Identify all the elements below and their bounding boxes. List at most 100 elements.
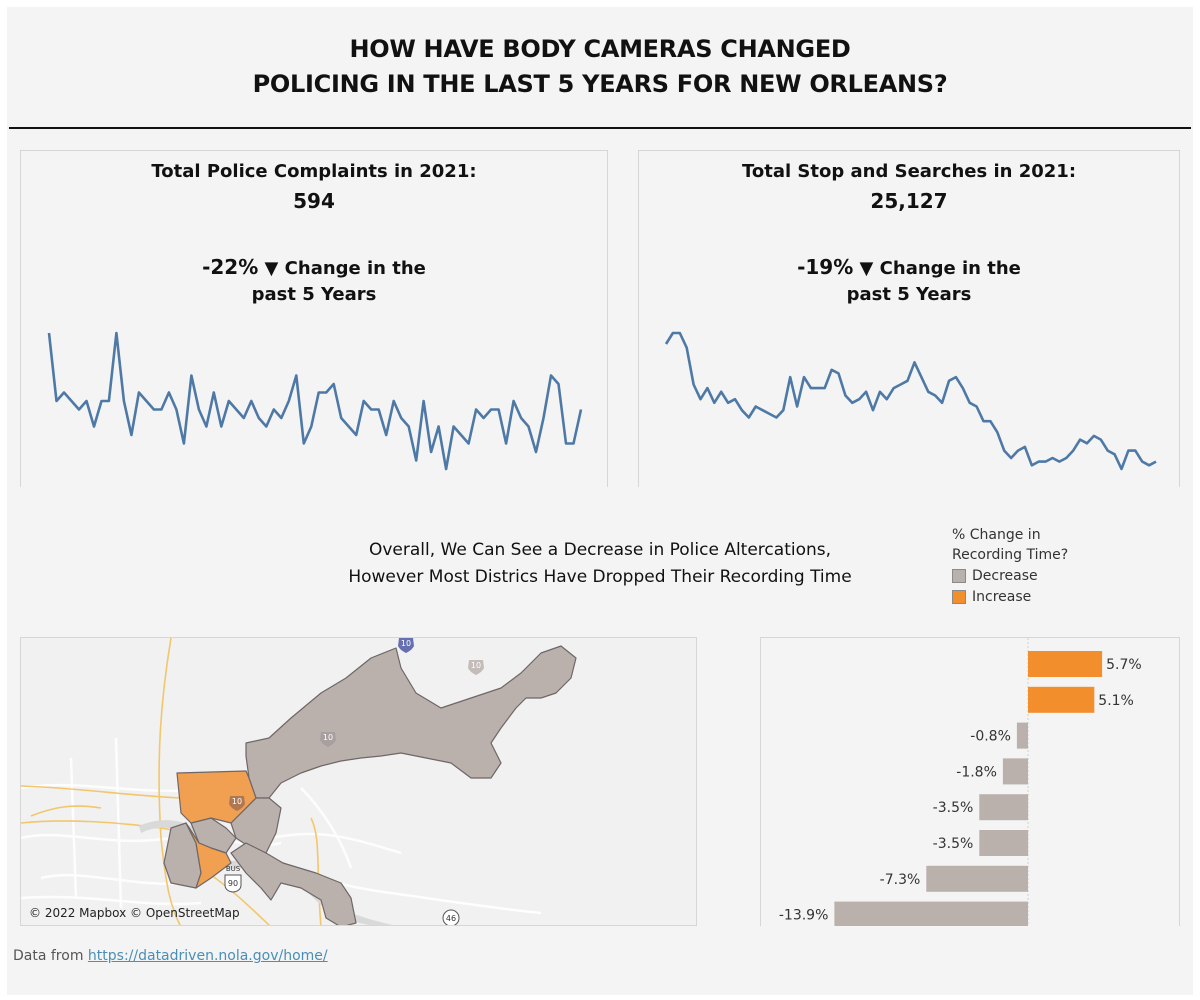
- stops-sparkline-point[interactable]: [1112, 451, 1118, 457]
- stops-sparkline-point[interactable]: [939, 400, 945, 406]
- stops-sparkline-point[interactable]: [739, 407, 745, 413]
- stops-sparkline-point[interactable]: [891, 385, 897, 391]
- stops-sparkline-point[interactable]: [898, 381, 904, 387]
- complaints-sparkline-point[interactable]: [541, 415, 547, 421]
- stops-sparkline-point[interactable]: [1036, 459, 1042, 465]
- stops-sparkline-point[interactable]: [1153, 459, 1159, 465]
- stops-sparkline-point[interactable]: [822, 385, 828, 391]
- complaints-sparkline-point[interactable]: [496, 407, 502, 413]
- complaints-sparkline-point[interactable]: [383, 432, 389, 438]
- stops-sparkline-point[interactable]: [1070, 448, 1076, 454]
- stops-sparkline-point[interactable]: [718, 389, 724, 395]
- district-algiers[interactable]: [230, 842, 357, 926]
- stops-sparkline-point[interactable]: [780, 407, 786, 413]
- complaints-sparkline-point[interactable]: [286, 398, 292, 404]
- stops-sparkline-point[interactable]: [974, 404, 980, 410]
- stops-sparkline-point[interactable]: [842, 392, 848, 398]
- complaints-sparkline-point[interactable]: [143, 398, 149, 404]
- complaints-sparkline-point[interactable]: [68, 398, 74, 404]
- complaints-sparkline-point[interactable]: [376, 407, 382, 413]
- complaints-sparkline-point[interactable]: [121, 398, 127, 404]
- recording-change-bar-chart[interactable]: 5.7% 5.1% -0.8% -1.8% -3.5% -3.5% -7.3% -13.9%: [761, 638, 1179, 926]
- complaints-sparkline-point[interactable]: [203, 424, 209, 430]
- complaints-sparkline-point[interactable]: [443, 466, 449, 472]
- stops-sparkline-point[interactable]: [787, 374, 793, 380]
- bar[interactable]: [1028, 686, 1095, 713]
- complaints-sparkline-point[interactable]: [316, 390, 322, 396]
- stops-sparkline-point[interactable]: [767, 411, 773, 417]
- stops-sparkline-point[interactable]: [794, 404, 800, 410]
- complaints-sparkline-point[interactable]: [263, 424, 269, 430]
- stops-sparkline-line[interactable]: [664, 331, 1157, 471]
- stops-sparkline-point[interactable]: [1146, 462, 1152, 468]
- complaints-sparkline-point[interactable]: [218, 424, 224, 430]
- stops-sparkline-point[interactable]: [698, 396, 704, 402]
- stops-sparkline-point[interactable]: [1077, 437, 1083, 443]
- stops-sparkline-point[interactable]: [704, 385, 710, 391]
- stops-sparkline-point[interactable]: [1008, 455, 1014, 461]
- stops-sparkline-point[interactable]: [815, 385, 821, 391]
- stops-sparkline-point[interactable]: [946, 378, 952, 384]
- complaints-sparkline-point[interactable]: [233, 407, 239, 413]
- stops-sparkline-point[interactable]: [877, 389, 883, 395]
- stops-sparkline-point[interactable]: [1132, 448, 1138, 454]
- stops-sparkline-point[interactable]: [863, 389, 869, 395]
- stops-sparkline-point[interactable]: [925, 389, 931, 395]
- complaints-sparkline-point[interactable]: [503, 441, 509, 447]
- complaints-sparkline-point[interactable]: [488, 407, 494, 413]
- map-districts[interactable]: [163, 645, 577, 926]
- stops-sparkline-point[interactable]: [918, 374, 924, 380]
- complaints-sparkline-point[interactable]: [331, 381, 337, 387]
- complaints-sparkline-point[interactable]: [61, 390, 67, 396]
- complaints-sparkline-point[interactable]: [83, 398, 89, 404]
- stops-sparkline[interactable]: [639, 321, 1179, 488]
- complaints-sparkline-point[interactable]: [308, 424, 314, 430]
- legend-item-increase[interactable]: Increase: [952, 586, 1068, 607]
- complaints-sparkline-point[interactable]: [556, 381, 562, 387]
- stops-sparkline-point[interactable]: [663, 341, 669, 347]
- stops-sparkline-point[interactable]: [1022, 444, 1028, 450]
- stops-sparkline-point[interactable]: [960, 385, 966, 391]
- stops-sparkline-point[interactable]: [994, 429, 1000, 435]
- complaints-sparkline[interactable]: [21, 321, 607, 488]
- complaints-sparkline-point[interactable]: [98, 398, 104, 404]
- district-map-canvas[interactable]: 10 10 10 10 90 B: [21, 638, 697, 926]
- complaints-sparkline-point[interactable]: [571, 441, 577, 447]
- complaints-sparkline-point[interactable]: [338, 415, 344, 421]
- kpi-stops-panel[interactable]: Total Stop and Searches in 2021: 25,127 …: [638, 150, 1180, 487]
- bar[interactable]: [1028, 651, 1103, 677]
- complaints-sparkline-point[interactable]: [166, 390, 172, 396]
- complaints-sparkline-point[interactable]: [563, 441, 569, 447]
- stops-sparkline-point[interactable]: [967, 400, 973, 406]
- stops-sparkline-point[interactable]: [905, 378, 911, 384]
- stops-sparkline-point[interactable]: [953, 374, 959, 380]
- stops-sparkline-point[interactable]: [732, 396, 738, 402]
- complaints-sparkline-point[interactable]: [346, 424, 352, 430]
- complaints-sparkline-point[interactable]: [271, 407, 277, 413]
- bar[interactable]: [834, 901, 1028, 926]
- kpi-complaints-panel[interactable]: Total Police Complaints in 2021: 594 -22…: [20, 150, 608, 487]
- complaints-sparkline-point[interactable]: [451, 424, 457, 430]
- district-new-orleans-east[interactable]: [245, 645, 577, 799]
- complaints-sparkline-point[interactable]: [128, 432, 134, 438]
- complaints-sparkline-point[interactable]: [368, 407, 374, 413]
- complaints-sparkline-point[interactable]: [548, 373, 554, 379]
- complaints-sparkline-point[interactable]: [211, 390, 217, 396]
- complaints-sparkline-point[interactable]: [46, 330, 52, 336]
- bar[interactable]: [979, 794, 1029, 821]
- stops-sparkline-point[interactable]: [760, 407, 766, 413]
- complaints-sparkline-point[interactable]: [421, 398, 427, 404]
- complaints-sparkline-point[interactable]: [248, 398, 254, 404]
- stops-sparkline-point[interactable]: [1049, 455, 1055, 461]
- complaints-sparkline-point[interactable]: [428, 449, 434, 455]
- complaints-sparkline-point[interactable]: [136, 390, 142, 396]
- stops-sparkline-point[interactable]: [691, 381, 697, 387]
- stops-sparkline-point[interactable]: [1118, 466, 1124, 472]
- complaints-sparkline-point[interactable]: [578, 407, 584, 413]
- stops-sparkline-point[interactable]: [1056, 459, 1062, 465]
- stops-sparkline-point[interactable]: [856, 396, 862, 402]
- stops-sparkline-point[interactable]: [911, 359, 917, 365]
- stops-sparkline-point[interactable]: [746, 415, 752, 421]
- complaints-sparkline-point[interactable]: [181, 441, 187, 447]
- stops-sparkline-point[interactable]: [753, 404, 759, 410]
